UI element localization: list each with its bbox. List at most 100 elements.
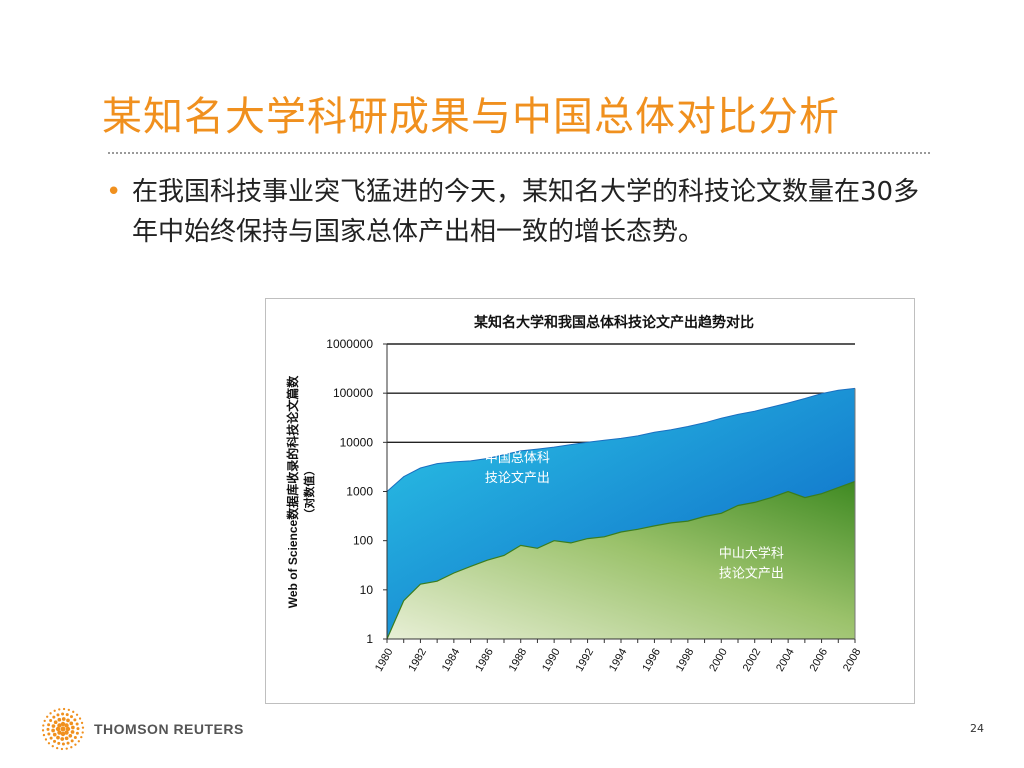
x-tick-label: 1982 <box>406 647 429 674</box>
x-tick-label: 2002 <box>741 647 764 674</box>
y-tick-label: 1000000 <box>326 337 373 351</box>
logo-dot <box>44 738 48 741</box>
logo-dot <box>64 730 69 735</box>
page-number: 24 <box>970 722 984 735</box>
y-tick-label: 10000 <box>340 435 374 449</box>
series-area-university <box>387 481 855 639</box>
x-tick-label: 1990 <box>540 647 563 674</box>
logo-dot <box>81 731 84 734</box>
logo-dot <box>46 715 49 718</box>
y-tick-label: 100 <box>353 534 373 548</box>
logo-dot <box>56 746 59 750</box>
slide-title: 某知名大学科研成果与中国总体对比分析 <box>102 94 840 140</box>
logo-dot <box>80 735 83 739</box>
logo-dot <box>80 721 84 725</box>
logo-dot <box>51 724 56 728</box>
series-label-national: 中国总体科 <box>485 451 550 466</box>
logo-dot <box>62 707 66 711</box>
thomson-reuters-logo-icon <box>41 707 85 751</box>
logo-dot <box>67 708 70 712</box>
logo-dot <box>60 737 65 741</box>
logo-dot <box>42 733 46 737</box>
trend-chart: 某知名大学和我国总体科技论文产出趋势对比 1 10 100 1000 10000 1000… <box>285 314 864 674</box>
logo-dot <box>61 742 65 746</box>
logo-dot <box>58 708 61 711</box>
y-tick-label: 1000 <box>346 485 373 499</box>
x-tick-label: 1996 <box>640 647 663 674</box>
logo-dot <box>57 717 62 722</box>
logo-dot <box>42 724 45 727</box>
logo-dot <box>47 732 51 736</box>
x-tick-label: 1994 <box>607 647 630 674</box>
x-tick-label: 1992 <box>574 647 597 674</box>
footer-brand: THOMSON REUTERS <box>94 721 244 737</box>
logo-dot <box>52 715 56 719</box>
logo-dot <box>75 722 79 726</box>
logo-dot <box>49 719 53 723</box>
logo-dot <box>47 723 51 727</box>
logo-dot <box>70 746 73 749</box>
logo-dot <box>65 726 71 732</box>
x-tick-label: 1998 <box>674 647 697 674</box>
logo-dot <box>73 735 77 739</box>
series-line-university <box>386 480 856 640</box>
x-tick-label: 1988 <box>507 647 530 674</box>
x-tick-label: 2008 <box>841 647 864 674</box>
logo-dot <box>70 730 75 734</box>
logo-dot <box>73 718 77 722</box>
logo-dot <box>47 742 51 745</box>
logo-dot <box>69 715 73 719</box>
logo-dot <box>49 712 52 715</box>
logo-dot <box>75 731 79 735</box>
logo-dot <box>51 728 55 733</box>
logo-core-dot <box>60 726 66 732</box>
bullet-text: 在我国科技事业突飞猛进的今天，某知名大学的科技论文数量在30多年中始终保持与国家… <box>132 177 920 247</box>
series-line-national <box>386 387 856 492</box>
logo-dot <box>64 723 69 728</box>
logo-dot <box>57 723 62 728</box>
x-tick-label: 2006 <box>808 647 831 674</box>
y-tick-label: 100000 <box>333 386 373 400</box>
logo-dot <box>60 747 64 751</box>
y-axis-label-sub: （对数值） <box>302 465 316 520</box>
logo-dot <box>65 747 68 750</box>
logo-dot <box>53 709 56 712</box>
logo-dot <box>78 717 82 720</box>
series-label-university-line2: 技论文产出 <box>719 567 784 582</box>
logo-dot <box>49 736 53 740</box>
logo-dot <box>66 741 70 745</box>
logo-dot <box>60 731 66 737</box>
chart-title: 某知名大学和我国总体科技论文产出趋势对比 <box>474 314 754 331</box>
logo-dot <box>46 727 50 731</box>
logo-dot <box>74 743 77 746</box>
logo-dot <box>77 740 80 743</box>
logo-dot <box>57 730 62 735</box>
logo-dot <box>43 719 46 723</box>
logo-dot <box>53 739 57 743</box>
logo-dot <box>56 713 60 717</box>
logo-dot <box>52 732 57 737</box>
x-tick-label: 1984 <box>440 647 463 674</box>
x-tick-label: 1986 <box>473 647 496 674</box>
bullet-paragraph: • 在我国科技事业突飞猛进的今天，某知名大学的科技论文数量在30多年中始终保持与… <box>106 172 926 252</box>
logo-dot <box>60 721 66 727</box>
footer-logo: THOMSON REUTERS <box>40 706 244 752</box>
logo-dot <box>76 727 80 731</box>
logo-dot <box>61 717 66 721</box>
logo-dot <box>72 710 75 713</box>
chart-panel: 某知名大学和我国总体科技论文产出趋势对比 1 10 100 1000 10000 1000… <box>265 298 915 704</box>
logo-dot <box>66 718 70 723</box>
logo-dot <box>61 712 65 716</box>
logo-dot <box>57 741 61 745</box>
logo-dot <box>68 733 73 738</box>
x-tick-label: 1980 <box>373 647 396 674</box>
bullet-dot-icon: • <box>106 177 122 207</box>
series-label-national-line2: 技论文产出 <box>485 471 550 486</box>
logo-dot <box>71 725 75 730</box>
logo-dot <box>64 736 69 741</box>
logo-dot <box>65 713 69 717</box>
y-tick-label: 10 <box>360 583 374 597</box>
y-tick-label: 1 <box>366 632 373 646</box>
title-divider <box>108 152 930 154</box>
logo-dot <box>81 726 85 729</box>
